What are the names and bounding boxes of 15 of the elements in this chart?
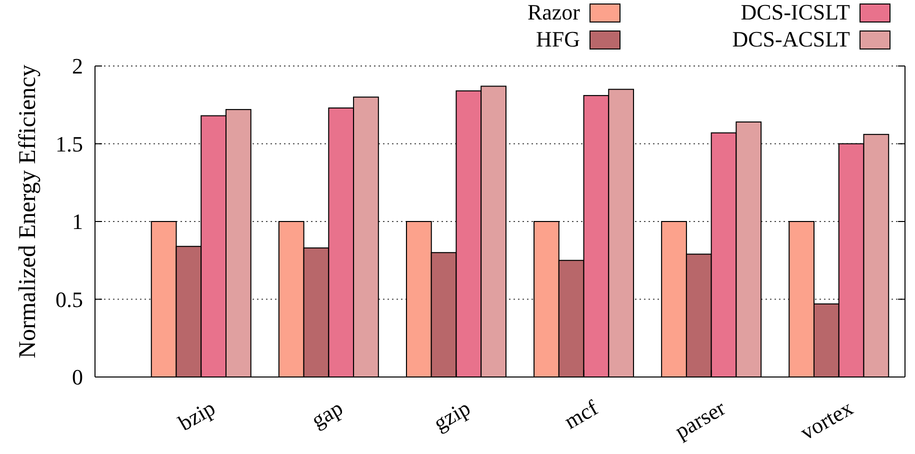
y-axis-title: Normalized Energy Efficiency (15, 64, 41, 358)
legend-label: DCS-ICSLT (740, 0, 851, 25)
y-tick-label: 0 (72, 364, 83, 390)
x-tick-label: gzip (429, 395, 474, 436)
x-tick-label: mcf (560, 394, 603, 434)
legend-label: Razor (527, 0, 581, 25)
legend-label: HFG (536, 26, 580, 52)
y-tick-label: 0.5 (56, 286, 83, 312)
y-tick-label: 1 (72, 209, 83, 234)
x-tick-label: vortex (796, 395, 858, 445)
y-tick-label: 1.5 (56, 131, 83, 156)
x-tick-label: bzip (174, 395, 220, 436)
y-tick-label: 2 (72, 54, 83, 79)
legend-label: DCS-ACSLT (732, 26, 851, 52)
x-tick-label: gap (306, 395, 347, 433)
